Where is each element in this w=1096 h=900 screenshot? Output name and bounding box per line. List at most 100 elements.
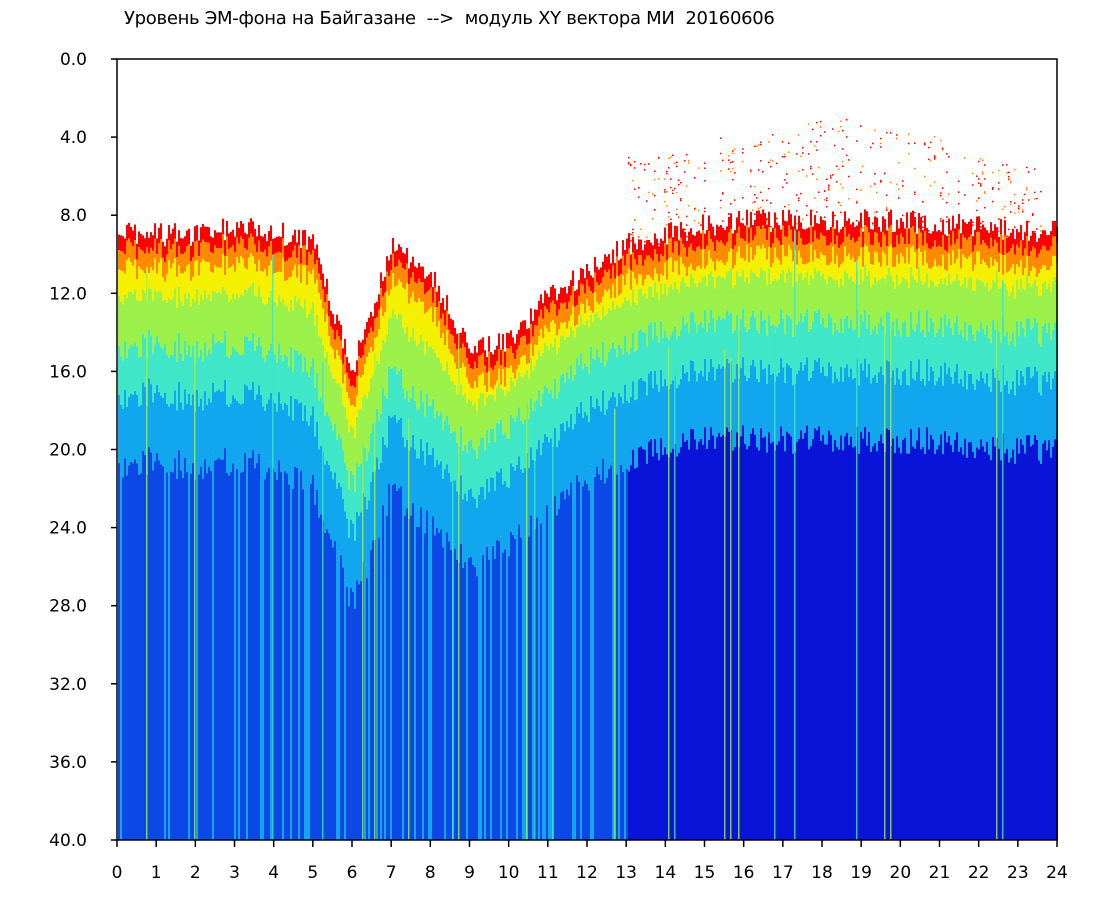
heat-cell	[428, 454, 430, 523]
heat-cell	[902, 371, 904, 440]
heat-cell	[588, 270, 590, 287]
heat-cell	[400, 247, 402, 263]
heat-column	[706, 229, 708, 840]
heat-dot	[860, 189, 862, 191]
heat-cell	[270, 392, 272, 462]
heat-cell	[786, 221, 788, 237]
heat-dot	[902, 214, 904, 217]
heat-cell	[702, 249, 704, 277]
heat-cell	[834, 280, 836, 323]
heat-cell	[754, 317, 756, 367]
heat-cell	[256, 296, 258, 346]
heat-cell	[604, 366, 606, 416]
heat-cell	[384, 311, 386, 343]
heat-cell	[294, 264, 296, 296]
heat-cell	[132, 394, 134, 464]
heat-cell	[484, 365, 486, 386]
heat-dot	[798, 134, 800, 136]
heat-cell	[846, 315, 848, 365]
heat-cell	[822, 317, 824, 367]
heat-cell	[1006, 289, 1008, 332]
heat-cell	[626, 469, 628, 840]
heat-cell	[972, 452, 974, 840]
heat-cell	[568, 495, 570, 840]
heat-cell	[130, 242, 132, 263]
heat-column	[394, 251, 396, 840]
heat-dot	[628, 163, 630, 165]
heat-cell	[888, 312, 890, 362]
heat-cell	[740, 368, 742, 437]
heat-cell	[722, 262, 724, 278]
heat-cell	[228, 233, 230, 249]
heat-column	[276, 236, 278, 840]
heat-dot	[948, 156, 950, 158]
heat-cell	[480, 554, 482, 840]
heat-cell	[644, 449, 646, 840]
heat-cell	[1022, 275, 1024, 289]
heat-cell	[680, 329, 682, 379]
heat-cell	[1028, 283, 1030, 318]
heat-cell	[620, 464, 622, 840]
heat-cell	[858, 236, 860, 257]
heat-cell	[628, 248, 630, 269]
heat-dot	[896, 134, 898, 136]
heat-cell	[302, 230, 304, 246]
heat-dot	[930, 160, 932, 162]
heat-cell	[1008, 296, 1010, 346]
heat-cell	[816, 272, 818, 313]
heat-cell	[638, 254, 640, 275]
heat-cell	[374, 303, 376, 319]
heat-cell	[544, 502, 546, 840]
heat-cell	[772, 441, 774, 840]
heat-cell	[988, 232, 990, 249]
heat-column	[878, 227, 880, 840]
heat-cell	[386, 515, 388, 840]
heat-column	[886, 131, 888, 840]
heat-cell	[1010, 248, 1012, 268]
heat-cell	[752, 240, 754, 261]
heat-cell	[750, 433, 752, 840]
heat-cell	[792, 453, 794, 840]
heat-cell	[264, 268, 266, 305]
heat-cell	[670, 384, 672, 453]
heat-cell	[164, 246, 166, 262]
heat-cell	[162, 466, 164, 840]
heat-cell	[174, 238, 176, 259]
heat-dot	[648, 191, 650, 194]
heat-dot	[1010, 180, 1012, 182]
heat-cell	[268, 230, 270, 247]
heat-cell	[1054, 276, 1056, 323]
heat-dot	[934, 181, 936, 183]
heat-cell	[776, 444, 778, 840]
heat-cell	[574, 492, 576, 840]
heat-cell	[238, 471, 240, 840]
heat-cell	[802, 438, 804, 840]
heat-dot	[942, 198, 944, 201]
heat-cell	[208, 262, 210, 295]
heat-cell	[278, 343, 280, 393]
heat-cell	[248, 458, 250, 840]
heat-cell	[570, 295, 572, 316]
heat-cell	[438, 533, 440, 840]
heat-cell	[136, 259, 138, 279]
heat-cell	[728, 232, 730, 253]
heat-cell	[236, 400, 238, 470]
heat-cell	[1048, 322, 1050, 372]
heat-cell	[1010, 389, 1012, 458]
heat-dot	[846, 220, 848, 223]
heat-cell	[502, 484, 504, 553]
heat-cell	[224, 290, 226, 332]
heat-dot	[758, 144, 760, 146]
heat-cell	[812, 261, 814, 280]
heat-cell	[1024, 233, 1026, 249]
heat-cell	[172, 228, 174, 245]
heat-cell	[854, 262, 856, 284]
heat-cell	[822, 434, 824, 840]
heat-cell	[1018, 385, 1020, 454]
heat-cell	[690, 274, 692, 312]
heat-column	[234, 236, 236, 840]
heat-cell	[990, 222, 992, 238]
heat-cell	[322, 273, 324, 290]
heat-cell	[606, 477, 608, 840]
heat-cell	[1006, 237, 1008, 254]
